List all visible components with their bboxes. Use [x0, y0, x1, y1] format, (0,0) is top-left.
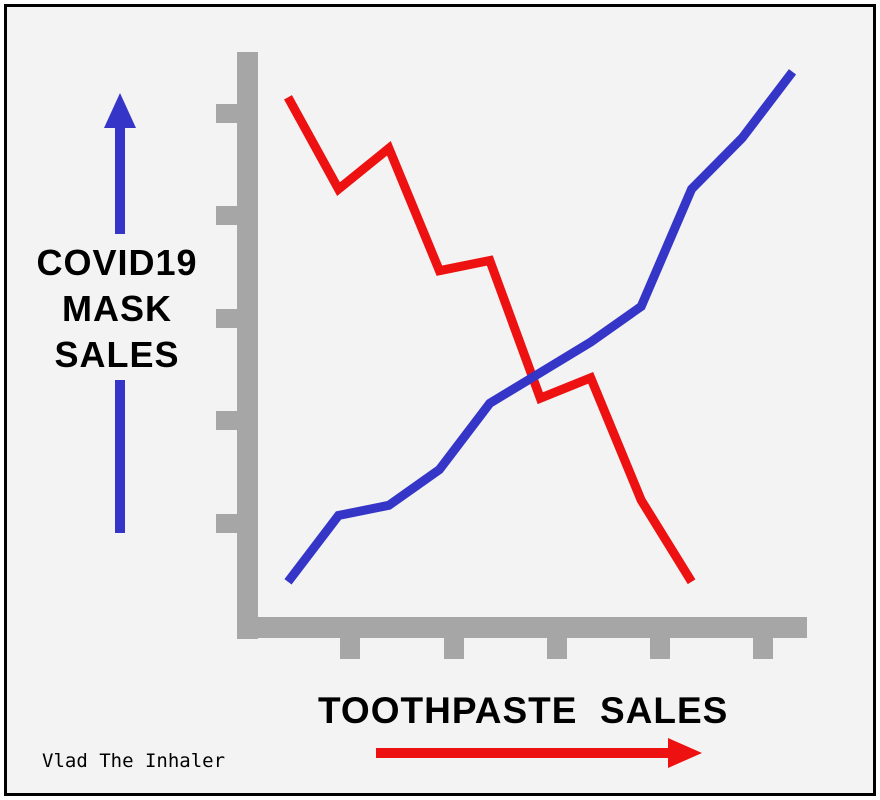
y-tick-2 — [216, 206, 258, 225]
blue-series-line — [284, 69, 797, 585]
x-tick-2 — [444, 617, 464, 659]
y-tick-5 — [216, 514, 258, 533]
series-lines — [284, 69, 797, 585]
x-axis-line — [237, 617, 807, 638]
x-tick-5 — [753, 617, 773, 659]
label-arrows — [104, 93, 702, 768]
x-tick-4 — [650, 617, 670, 659]
axes — [216, 52, 807, 659]
y-axis-label-line-1: COVID19 — [36, 242, 198, 283]
x-arrow-head — [668, 738, 702, 768]
y-arrow-head — [104, 93, 136, 128]
x-tick-1 — [340, 617, 360, 659]
x-tick-3 — [547, 617, 567, 659]
y-axis-label-line-2: MASK — [62, 288, 172, 329]
y-axis-label: COVID19 MASK SALES — [22, 240, 212, 378]
y-tick-3 — [216, 309, 258, 328]
y-arrow-lower-shaft — [115, 380, 125, 533]
y-tick-4 — [216, 411, 258, 430]
cartoon-frame — [4, 4, 876, 796]
artist-signature: Vlad The Inhaler — [42, 750, 226, 772]
y-tick-1 — [216, 104, 258, 123]
y-arrow-upper-shaft — [115, 124, 125, 234]
red-series-line — [284, 95, 696, 585]
y-axis-label-line-3: SALES — [54, 334, 180, 375]
x-axis-label: TOOTHPASTE SALES — [318, 690, 729, 731]
y-axis-line — [237, 52, 258, 639]
x-arrow-shaft — [376, 748, 672, 758]
